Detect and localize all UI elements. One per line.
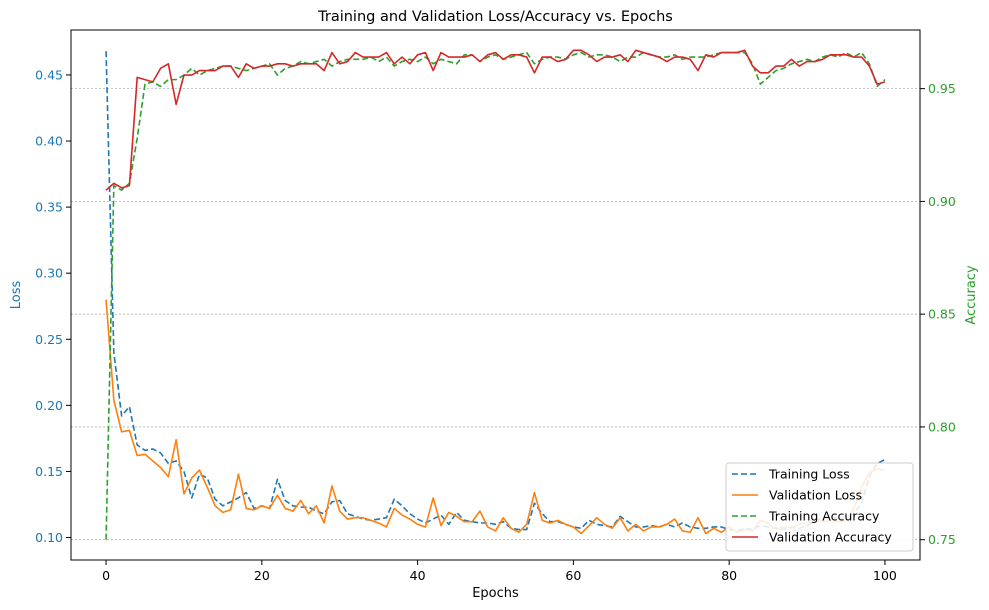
y-right-tick-label: 0.90 bbox=[928, 194, 956, 209]
x-axis: 0 20 40 60 80 100 bbox=[102, 560, 897, 583]
y-left-tick-label: 0.20 bbox=[35, 398, 63, 413]
legend: Training Loss Validation Loss Training Acc… bbox=[725, 462, 914, 552]
y-right-tick-label: 0.80 bbox=[928, 419, 956, 434]
legend-box bbox=[725, 462, 914, 552]
y-left-tick-label: 0.45 bbox=[35, 67, 63, 82]
x-tick-label: 80 bbox=[721, 568, 737, 583]
x-tick-label: 100 bbox=[873, 568, 897, 583]
y-axis-right-label: Accuracy bbox=[964, 265, 979, 325]
y-left-tick-label: 0.15 bbox=[35, 464, 63, 479]
y-right-tick-label: 0.95 bbox=[928, 81, 956, 96]
legend-entry: Validation Accuracy bbox=[769, 530, 892, 545]
x-tick-label: 0 bbox=[102, 568, 110, 583]
training-loss-line bbox=[105, 51, 886, 532]
validation-accuracy-line bbox=[105, 49, 886, 191]
x-tick-label: 20 bbox=[254, 568, 270, 583]
training-accuracy-line bbox=[105, 51, 886, 540]
chart-title: Training and Validation Loss/Accuracy vs… bbox=[317, 9, 673, 25]
x-tick-label: 60 bbox=[565, 568, 581, 583]
y-left-tick-label: 0.25 bbox=[35, 332, 63, 347]
y-left-tick-label: 0.30 bbox=[35, 266, 63, 281]
y-left-tick-label: 0.40 bbox=[35, 134, 63, 149]
y-right-tick-label: 0.75 bbox=[928, 532, 956, 547]
y-axis-left: 0.10 0.15 0.20 0.25 0.30 0.35 0.40 0.45 bbox=[35, 67, 71, 545]
plot-frame bbox=[70, 29, 921, 561]
legend-entry: Validation Loss bbox=[769, 488, 862, 503]
y-right-tick-label: 0.85 bbox=[928, 307, 956, 322]
grid-lines bbox=[71, 88, 920, 541]
y-axis-right: 0.75 0.80 0.85 0.90 0.95 bbox=[920, 81, 956, 547]
x-axis-label: Epochs bbox=[472, 586, 519, 601]
legend-entry: Training Accuracy bbox=[768, 509, 880, 524]
y-left-tick-label: 0.10 bbox=[35, 530, 63, 545]
y-left-tick-label: 0.35 bbox=[35, 200, 63, 215]
y-axis-left-label: Loss bbox=[9, 281, 24, 310]
x-tick-label: 40 bbox=[410, 568, 426, 583]
legend-entry: Training Loss bbox=[768, 467, 850, 482]
